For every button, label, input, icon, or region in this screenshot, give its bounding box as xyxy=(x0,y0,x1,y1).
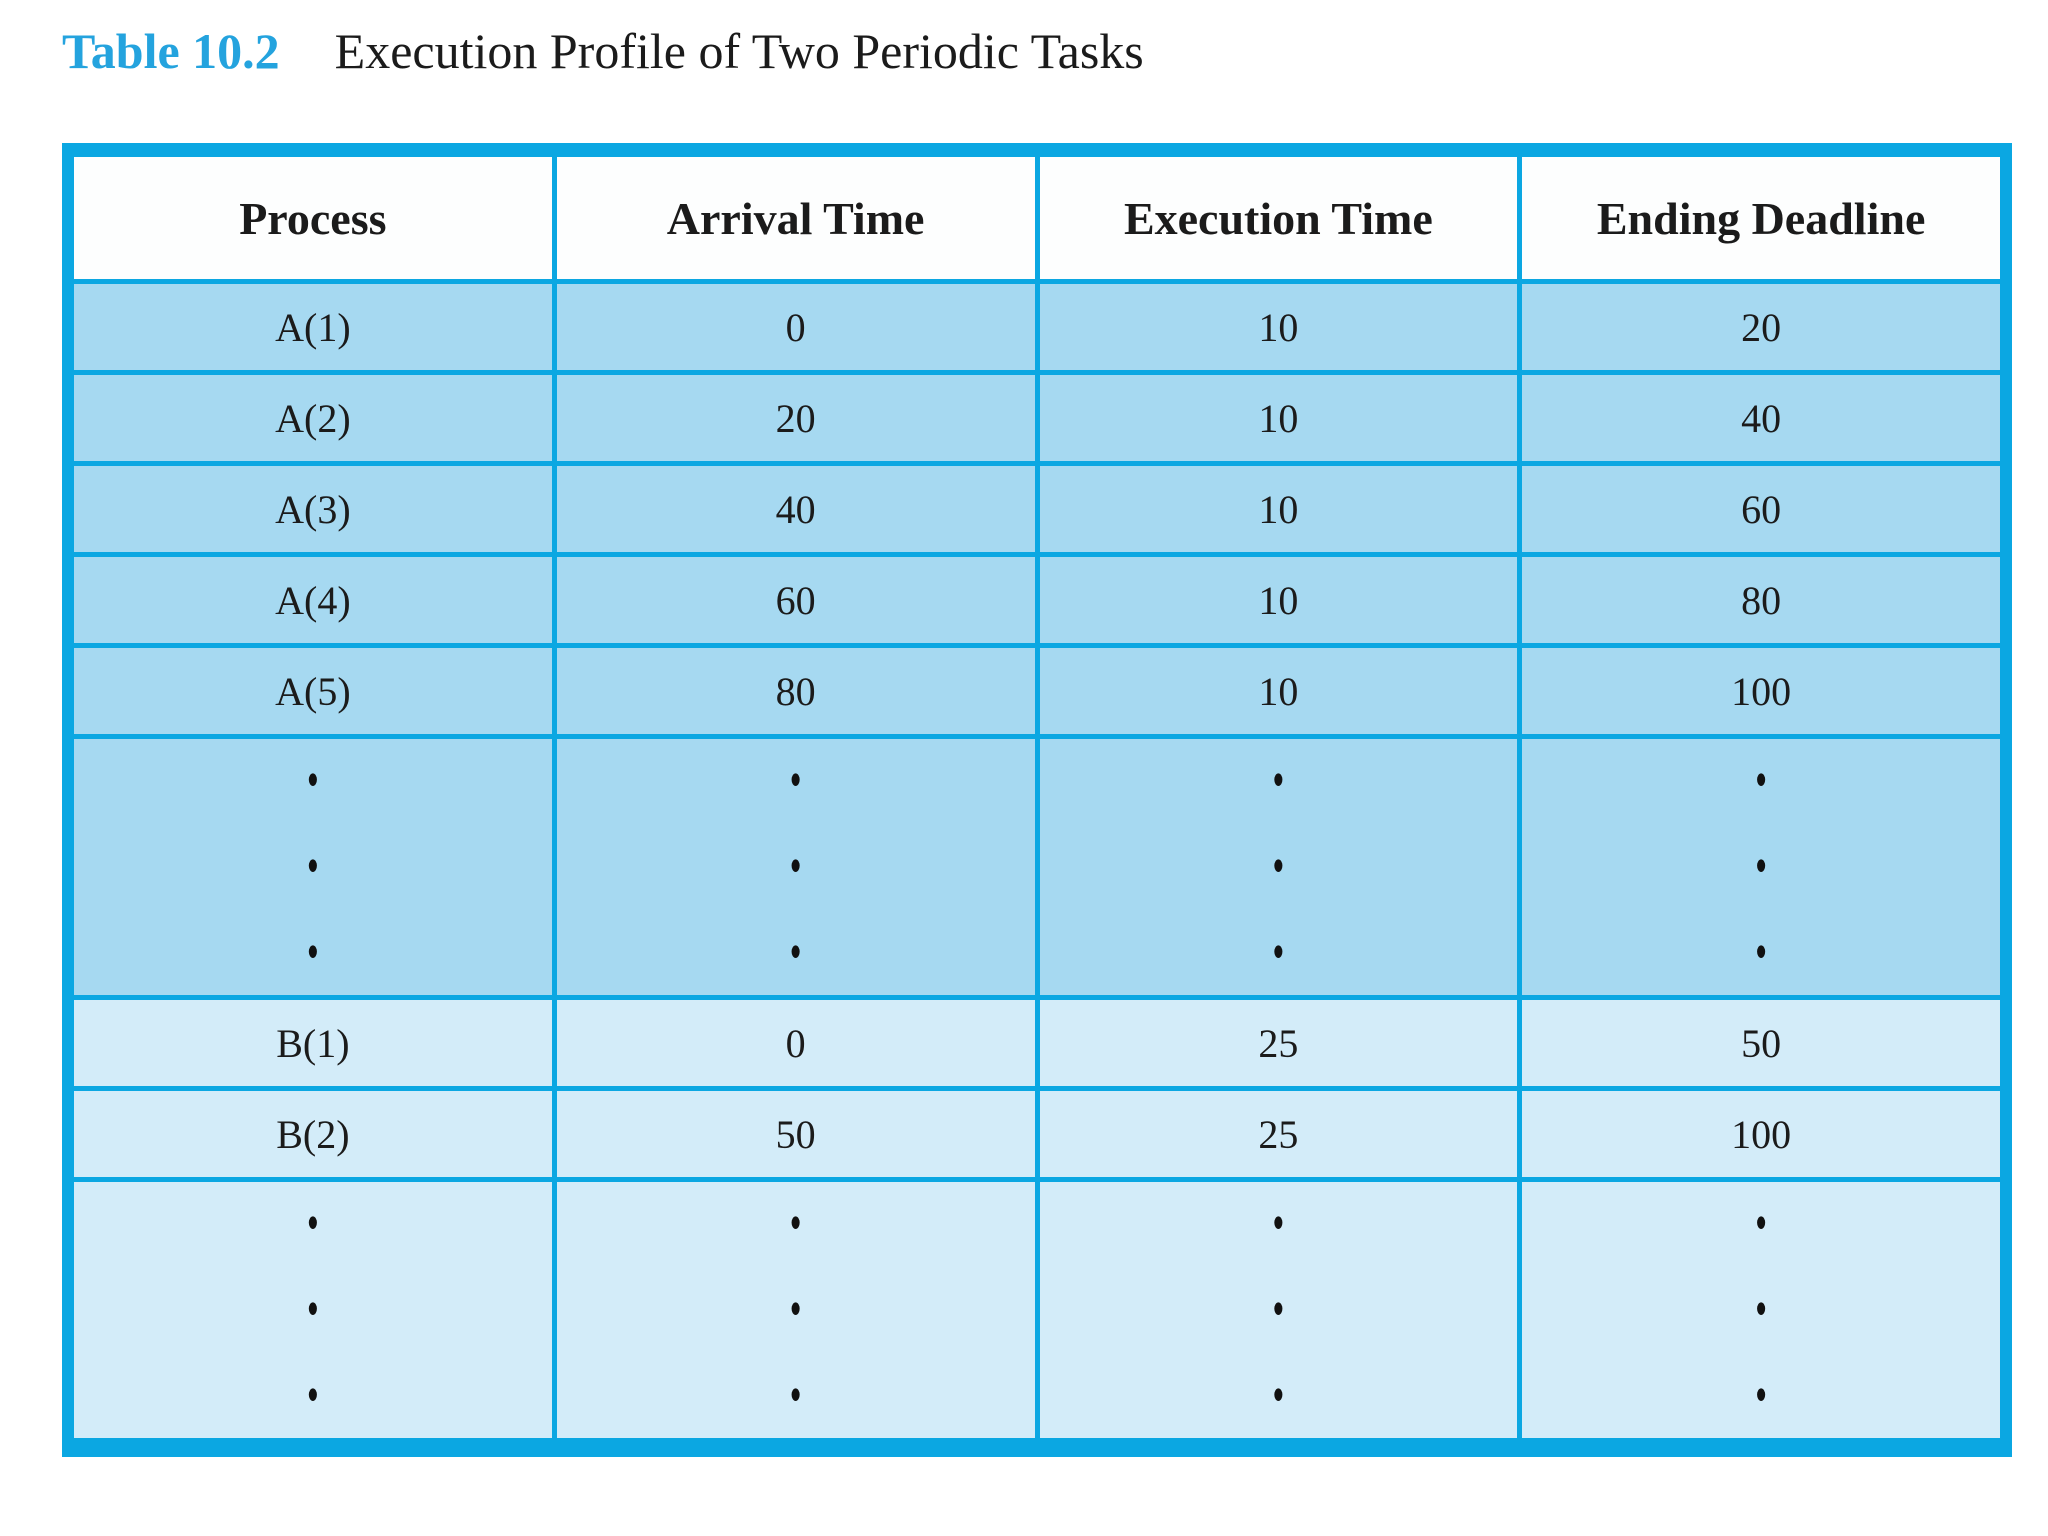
vertical-ellipsis-dot: • xyxy=(1755,1283,1767,1335)
ellipsis-cell: • • • xyxy=(69,1177,557,1443)
table-cell: 20 xyxy=(551,370,1040,466)
table-cell: 10 xyxy=(1034,552,1523,648)
table-cell: 100 xyxy=(1517,643,2005,739)
vertical-ellipsis-dot: • xyxy=(1273,754,1284,806)
vertical-ellipsis: • • • xyxy=(74,1182,552,1438)
vertical-ellipsis-dot: • xyxy=(307,926,319,978)
table-row: A(5) 80 10 100 xyxy=(69,643,2005,739)
periodic-tasks-table: Process Arrival Time Execution Time Ending … xyxy=(69,152,2005,1443)
table-cell: 60 xyxy=(1517,461,2005,557)
ellipsis-cell: • • • xyxy=(1034,1177,1523,1443)
ellipsis-cell: • • • xyxy=(1034,734,1523,1000)
table-cell: 10 xyxy=(1034,279,1523,375)
ellipsis-cell: • • • xyxy=(1517,734,2005,1000)
vertical-ellipsis-dot: • xyxy=(307,840,319,892)
table-row: B(1) 0 25 50 xyxy=(69,995,2005,1091)
vertical-ellipsis: • • • xyxy=(1040,1182,1518,1438)
vertical-ellipsis-dot: • xyxy=(1755,840,1767,892)
table-cell: 40 xyxy=(551,461,1040,557)
table-cell: 10 xyxy=(1034,643,1523,739)
vertical-ellipsis-dot: • xyxy=(1273,1369,1284,1421)
table-cell: A(5) xyxy=(69,643,557,739)
vertical-ellipsis-dot: • xyxy=(307,1283,319,1335)
table-row: A(1) 0 10 20 xyxy=(69,279,2005,375)
table-cell: A(3) xyxy=(69,461,557,557)
ellipsis-row: • • • • • • • • • • • • xyxy=(69,734,2005,1000)
table-cell: 50 xyxy=(551,1086,1040,1182)
vertical-ellipsis-dot: • xyxy=(1755,754,1767,806)
table-row: A(2) 20 10 40 xyxy=(69,370,2005,466)
column-header: Execution Time xyxy=(1034,152,1523,284)
table-row: A(3) 40 10 60 xyxy=(69,461,2005,557)
table-cell: 0 xyxy=(551,995,1040,1091)
table-caption-number: Table 10.2 xyxy=(62,23,280,79)
table-row: B(2) 50 25 100 xyxy=(69,1086,2005,1182)
vertical-ellipsis-dot: • xyxy=(1755,926,1767,978)
vertical-ellipsis-dot: • xyxy=(790,926,801,978)
vertical-ellipsis: • • • xyxy=(557,1182,1035,1438)
execution-profile-table: Process Arrival Time Execution Time Ending … xyxy=(62,143,2012,1457)
column-header: Ending Deadline xyxy=(1517,152,2005,284)
table-cell: 25 xyxy=(1034,1086,1523,1182)
table-cell: 10 xyxy=(1034,461,1523,557)
table-cell: 60 xyxy=(551,552,1040,648)
table-cell: 80 xyxy=(551,643,1040,739)
vertical-ellipsis: • • • xyxy=(1522,1182,2000,1438)
table-row: A(4) 60 10 80 xyxy=(69,552,2005,648)
vertical-ellipsis-dot: • xyxy=(1273,1283,1284,1335)
table-cell: 25 xyxy=(1034,995,1523,1091)
table-cell: A(4) xyxy=(69,552,557,648)
table-cell: A(2) xyxy=(69,370,557,466)
column-header: Process xyxy=(69,152,557,284)
vertical-ellipsis: • • • xyxy=(1040,739,1518,995)
vertical-ellipsis-dot: • xyxy=(790,1283,801,1335)
vertical-ellipsis-dot: • xyxy=(1273,1197,1284,1249)
vertical-ellipsis-dot: • xyxy=(790,1369,801,1421)
table-caption: Table 10.2 Execution Profile of Two Perio… xyxy=(62,22,1144,80)
table-header: Process Arrival Time Execution Time Ending … xyxy=(69,152,2005,284)
ellipsis-row: • • • • • • • • • • • • xyxy=(69,1177,2005,1443)
vertical-ellipsis-dot: • xyxy=(307,1369,319,1421)
vertical-ellipsis-dot: • xyxy=(1273,840,1284,892)
table-cell: 40 xyxy=(1517,370,2005,466)
vertical-ellipsis-dot: • xyxy=(307,1197,319,1249)
table-cell: 10 xyxy=(1034,370,1523,466)
table-cell: 100 xyxy=(1517,1086,2005,1182)
vertical-ellipsis: • • • xyxy=(1522,739,2000,995)
vertical-ellipsis-dot: • xyxy=(1273,926,1284,978)
table-cell: B(2) xyxy=(69,1086,557,1182)
table-cell: A(1) xyxy=(69,279,557,375)
header-row: Process Arrival Time Execution Time Ending … xyxy=(69,152,2005,284)
vertical-ellipsis: • • • xyxy=(557,739,1035,995)
vertical-ellipsis-dot: • xyxy=(307,754,319,806)
ellipsis-cell: • • • xyxy=(1517,1177,2005,1443)
table-body: A(1) 0 10 20 A(2) 20 10 40 A(3) 40 10 60 A(4) 60 10 80 A… xyxy=(69,279,2005,1443)
vertical-ellipsis-dot: • xyxy=(790,840,801,892)
vertical-ellipsis-dot: • xyxy=(1755,1369,1767,1421)
column-header: Arrival Time xyxy=(551,152,1040,284)
ellipsis-cell: • • • xyxy=(551,734,1040,1000)
ellipsis-cell: • • • xyxy=(69,734,557,1000)
vertical-ellipsis-dot: • xyxy=(790,1197,801,1249)
table-cell: 50 xyxy=(1517,995,2005,1091)
vertical-ellipsis: • • • xyxy=(74,739,552,995)
table-cell: B(1) xyxy=(69,995,557,1091)
table-cell: 80 xyxy=(1517,552,2005,648)
vertical-ellipsis-dot: • xyxy=(1755,1197,1767,1249)
table-caption-title: Execution Profile of Two Periodic Tasks xyxy=(334,23,1144,79)
table-cell: 0 xyxy=(551,279,1040,375)
ellipsis-cell: • • • xyxy=(551,1177,1040,1443)
table-cell: 20 xyxy=(1517,279,2005,375)
vertical-ellipsis-dot: • xyxy=(790,754,801,806)
